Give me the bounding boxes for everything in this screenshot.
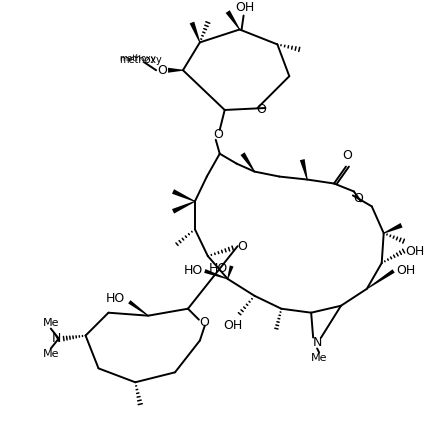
Text: O: O (342, 149, 352, 162)
Text: N: N (51, 332, 61, 345)
Text: O: O (199, 316, 209, 329)
Polygon shape (300, 159, 308, 180)
Text: O: O (353, 192, 363, 205)
Text: O: O (257, 103, 267, 117)
Polygon shape (227, 265, 233, 279)
Polygon shape (240, 152, 255, 172)
Text: Me: Me (43, 349, 59, 360)
Text: methoxy: methoxy (119, 54, 156, 63)
Text: O: O (213, 128, 223, 141)
Polygon shape (168, 68, 183, 73)
Text: HO: HO (209, 262, 228, 276)
Text: Me: Me (311, 354, 327, 363)
Polygon shape (172, 189, 195, 202)
Text: methoxy: methoxy (119, 55, 162, 65)
Polygon shape (226, 10, 240, 30)
Text: OH: OH (396, 265, 416, 277)
Polygon shape (190, 22, 200, 42)
Polygon shape (204, 269, 228, 279)
Text: O: O (238, 240, 248, 253)
Text: OH: OH (405, 245, 425, 258)
Polygon shape (172, 201, 195, 214)
Text: N: N (313, 336, 322, 349)
Polygon shape (128, 300, 148, 316)
Text: HO: HO (184, 265, 203, 277)
Polygon shape (384, 223, 402, 234)
Text: HO: HO (106, 292, 125, 305)
Polygon shape (366, 269, 395, 289)
Text: Me: Me (43, 318, 59, 328)
Text: O: O (157, 64, 167, 77)
Text: OH: OH (235, 1, 254, 14)
Text: OH: OH (223, 319, 242, 332)
